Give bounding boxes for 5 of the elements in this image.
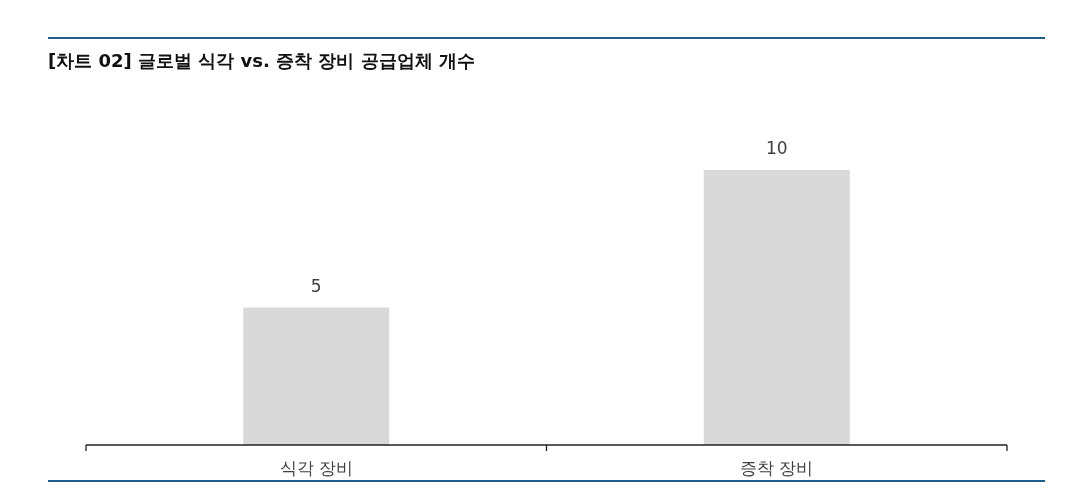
x-tick-label: 증착 장비: [740, 458, 814, 478]
data-label: 10: [765, 138, 788, 158]
chart-title: [차트 02] 글로벌 식각 vs. 증착 장비 공급업체 개수: [48, 50, 475, 71]
x-tick-label: 식각 장비: [279, 458, 353, 478]
data-label: 5: [310, 275, 322, 296]
